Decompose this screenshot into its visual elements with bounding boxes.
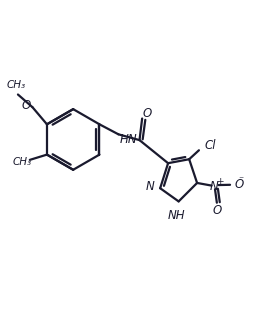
Text: CH₃: CH₃	[6, 80, 25, 90]
Text: NH: NH	[168, 209, 185, 222]
Text: O: O	[142, 107, 152, 120]
Text: Cl: Cl	[204, 139, 216, 152]
Text: CH₃: CH₃	[12, 157, 32, 167]
Text: O: O	[22, 99, 31, 112]
Text: N: N	[146, 180, 154, 192]
Text: HN: HN	[120, 133, 137, 145]
Text: N: N	[210, 180, 219, 192]
Text: O: O	[212, 204, 222, 217]
Text: ⁻: ⁻	[238, 176, 243, 186]
Text: O: O	[235, 178, 244, 191]
Text: +: +	[216, 177, 224, 186]
